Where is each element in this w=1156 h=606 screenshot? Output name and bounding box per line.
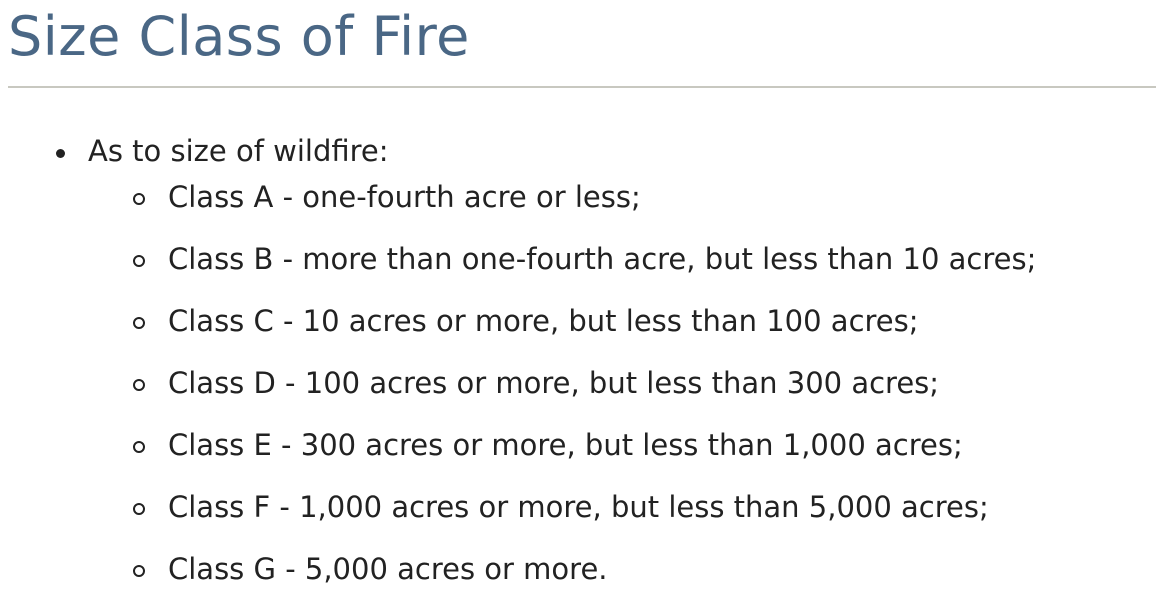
circle-bullet-icon	[133, 317, 145, 329]
circle-bullet-icon	[133, 255, 145, 267]
circle-bullet-icon	[133, 441, 145, 453]
list-item-class-c: Class C - 10 acres or more, but less tha…	[0, 298, 1156, 360]
page-title: Size Class of Fire	[8, 5, 470, 68]
title-divider	[8, 86, 1156, 88]
circle-bullet-icon	[133, 565, 145, 577]
class-sublist: Class A - one-fourth acre or less; Class…	[0, 174, 1156, 606]
class-f-text: Class F - 1,000 acres or more, but less …	[168, 490, 989, 524]
list-intro-text: As to size of wildfire:	[88, 134, 389, 168]
circle-bullet-icon	[133, 379, 145, 391]
class-c-text: Class C - 10 acres or more, but less tha…	[168, 304, 919, 338]
list-item-class-g: Class G - 5,000 acres or more.	[0, 546, 1156, 606]
disc-bullet-icon	[56, 149, 65, 158]
class-e-text: Class E - 300 acres or more, but less th…	[168, 428, 963, 462]
circle-bullet-icon	[133, 193, 145, 205]
list-item-class-b: Class B - more than one-fourth acre, but…	[0, 236, 1156, 298]
list-item-class-f: Class F - 1,000 acres or more, but less …	[0, 484, 1156, 546]
list-item-class-e: Class E - 300 acres or more, but less th…	[0, 422, 1156, 484]
class-a-text: Class A - one-fourth acre or less;	[168, 180, 641, 214]
class-d-text: Class D - 100 acres or more, but less th…	[168, 366, 940, 400]
class-b-text: Class B - more than one-fourth acre, but…	[168, 242, 1037, 276]
list-item-class-a: Class A - one-fourth acre or less;	[0, 174, 1156, 236]
circle-bullet-icon	[133, 503, 145, 515]
class-g-text: Class G - 5,000 acres or more.	[168, 552, 608, 586]
list-item-class-d: Class D - 100 acres or more, but less th…	[0, 360, 1156, 422]
